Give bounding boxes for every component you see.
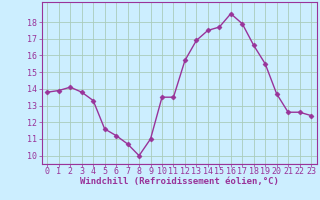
X-axis label: Windchill (Refroidissement éolien,°C): Windchill (Refroidissement éolien,°C) [80,177,279,186]
